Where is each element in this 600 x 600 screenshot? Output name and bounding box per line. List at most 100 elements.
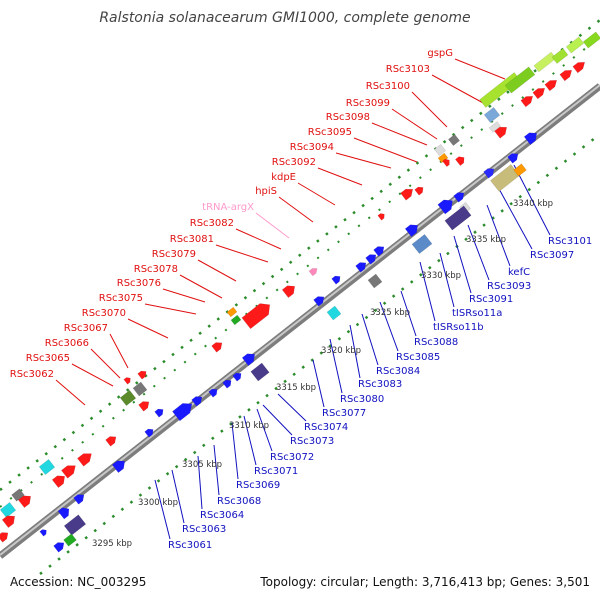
bottom-gene-label[interactable]: tISRso11a: [452, 308, 502, 319]
bottom-gene-label[interactable]: RSc3074: [304, 422, 348, 433]
gene-feature[interactable]: [483, 166, 497, 179]
top-gene-label[interactable]: RSc3082: [190, 218, 234, 229]
bottom-gene-label[interactable]: RSc3063: [182, 524, 226, 535]
bottom-gene-label[interactable]: RSc3071: [254, 466, 298, 477]
gene-feature[interactable]: [533, 51, 557, 73]
top-gene-label[interactable]: RSc3081: [170, 234, 214, 245]
gene-feature[interactable]: [437, 196, 456, 215]
gene-feature[interactable]: [241, 299, 274, 330]
gene-feature[interactable]: [365, 252, 379, 265]
top-gene-label[interactable]: RSc3062: [10, 369, 54, 380]
gene-feature[interactable]: [211, 340, 225, 353]
bottom-gene-label[interactable]: RSc3091: [469, 294, 513, 305]
gene-feature[interactable]: [582, 31, 600, 49]
top-gene-label[interactable]: RSc3065: [26, 353, 70, 364]
gene-feature[interactable]: [138, 399, 152, 412]
gene-feature[interactable]: [132, 381, 148, 397]
gene-feature[interactable]: [1, 512, 18, 528]
gene-feature[interactable]: [137, 369, 149, 380]
gene-feature[interactable]: [551, 48, 569, 64]
gene-feature[interactable]: [222, 378, 234, 389]
bottom-gene-label[interactable]: RSc3101: [548, 236, 592, 247]
gene-feature[interactable]: [559, 67, 574, 82]
top-gene-label[interactable]: kdpE: [271, 172, 296, 183]
bottom-gene-label[interactable]: kefC: [508, 267, 530, 278]
gene-feature[interactable]: [434, 144, 446, 156]
gene-feature[interactable]: [191, 394, 205, 407]
top-gene-label[interactable]: RSc3070: [82, 308, 126, 319]
gene-feature[interactable]: [313, 294, 327, 307]
gene-feature[interactable]: [367, 273, 383, 289]
gene-feature[interactable]: [73, 492, 87, 505]
gene-feature[interactable]: [404, 221, 421, 237]
top-gene-label[interactable]: RSc3076: [117, 278, 161, 289]
bottom-gene-label[interactable]: RSc3085: [396, 352, 440, 363]
gene-feature[interactable]: [241, 350, 258, 366]
gene-feature[interactable]: [513, 163, 527, 177]
gene-feature[interactable]: [11, 488, 25, 502]
gene-feature[interactable]: [507, 151, 521, 164]
gene-feature[interactable]: [414, 185, 426, 196]
bottom-gene-label[interactable]: RSc3093: [487, 281, 531, 292]
gene-feature[interactable]: [105, 434, 119, 447]
bottom-gene-label[interactable]: RSc3072: [270, 452, 314, 463]
gene-feature[interactable]: [355, 260, 369, 273]
gene-feature[interactable]: [532, 85, 547, 100]
gene-feature[interactable]: [57, 505, 72, 520]
gene-feature[interactable]: [63, 514, 87, 536]
gene-feature[interactable]: [119, 390, 137, 406]
top-gene-label[interactable]: RSc3095: [308, 127, 352, 138]
gene-feature[interactable]: [0, 530, 10, 543]
gene-feature[interactable]: [565, 36, 585, 54]
bottom-gene-label[interactable]: RSc3080: [340, 394, 384, 405]
top-gene-label[interactable]: hpiS: [255, 186, 277, 197]
top-gene-label[interactable]: RSc3098: [326, 112, 370, 123]
gene-feature[interactable]: [308, 266, 319, 277]
gene-feature[interactable]: [411, 233, 433, 255]
gene-feature[interactable]: [53, 540, 67, 553]
gene-feature[interactable]: [63, 533, 77, 547]
gene-feature[interactable]: [494, 124, 510, 139]
top-gene-label[interactable]: tRNA-argX: [202, 202, 254, 213]
gene-feature[interactable]: [448, 134, 460, 146]
top-gene-label[interactable]: RSc3094: [290, 142, 334, 153]
bottom-gene-label[interactable]: RSc3061: [168, 540, 212, 551]
bottom-gene-label[interactable]: RSc3084: [376, 366, 420, 377]
top-gene-label[interactable]: RSc3103: [386, 64, 430, 75]
gene-feature[interactable]: [453, 190, 467, 203]
bottom-gene-label[interactable]: tISRso11b: [433, 322, 484, 333]
top-gene-label[interactable]: RSc3099: [346, 98, 390, 109]
gene-feature[interactable]: [123, 376, 132, 385]
top-gene-label[interactable]: RSc3092: [272, 157, 316, 168]
top-gene-label[interactable]: RSc3075: [99, 293, 143, 304]
top-gene-label[interactable]: RSc3079: [152, 249, 196, 260]
gene-feature[interactable]: [38, 459, 56, 475]
gene-feature[interactable]: [326, 305, 342, 321]
gene-feature[interactable]: [230, 314, 242, 326]
gene-feature[interactable]: [373, 244, 387, 257]
gene-feature[interactable]: [0, 502, 17, 518]
gene-feature[interactable]: [208, 387, 220, 398]
gene-feature[interactable]: [377, 212, 386, 221]
gene-feature[interactable]: [232, 371, 244, 382]
gene-feature[interactable]: [455, 154, 466, 166]
bottom-gene-label[interactable]: RSc3069: [236, 480, 280, 491]
gene-feature[interactable]: [520, 93, 535, 108]
bottom-gene-label[interactable]: RSc3073: [290, 436, 334, 447]
bottom-gene-label[interactable]: RSc3097: [530, 250, 574, 261]
bottom-gene-label[interactable]: RSc3088: [414, 337, 458, 348]
gene-feature[interactable]: [281, 282, 298, 298]
gene-feature[interactable]: [523, 129, 540, 145]
gene-feature[interactable]: [51, 472, 68, 488]
top-gene-label[interactable]: RSc3066: [45, 338, 89, 349]
top-gene-label[interactable]: gspG: [427, 48, 453, 59]
bottom-gene-label[interactable]: RSc3083: [358, 379, 402, 390]
gene-feature[interactable]: [154, 407, 166, 418]
gene-feature[interactable]: [504, 66, 536, 94]
gene-feature[interactable]: [226, 306, 238, 318]
gene-feature[interactable]: [442, 157, 451, 167]
gene-feature[interactable]: [111, 457, 128, 473]
gene-feature[interactable]: [400, 186, 416, 201]
gene-feature[interactable]: [572, 59, 587, 74]
gene-feature[interactable]: [444, 205, 472, 231]
